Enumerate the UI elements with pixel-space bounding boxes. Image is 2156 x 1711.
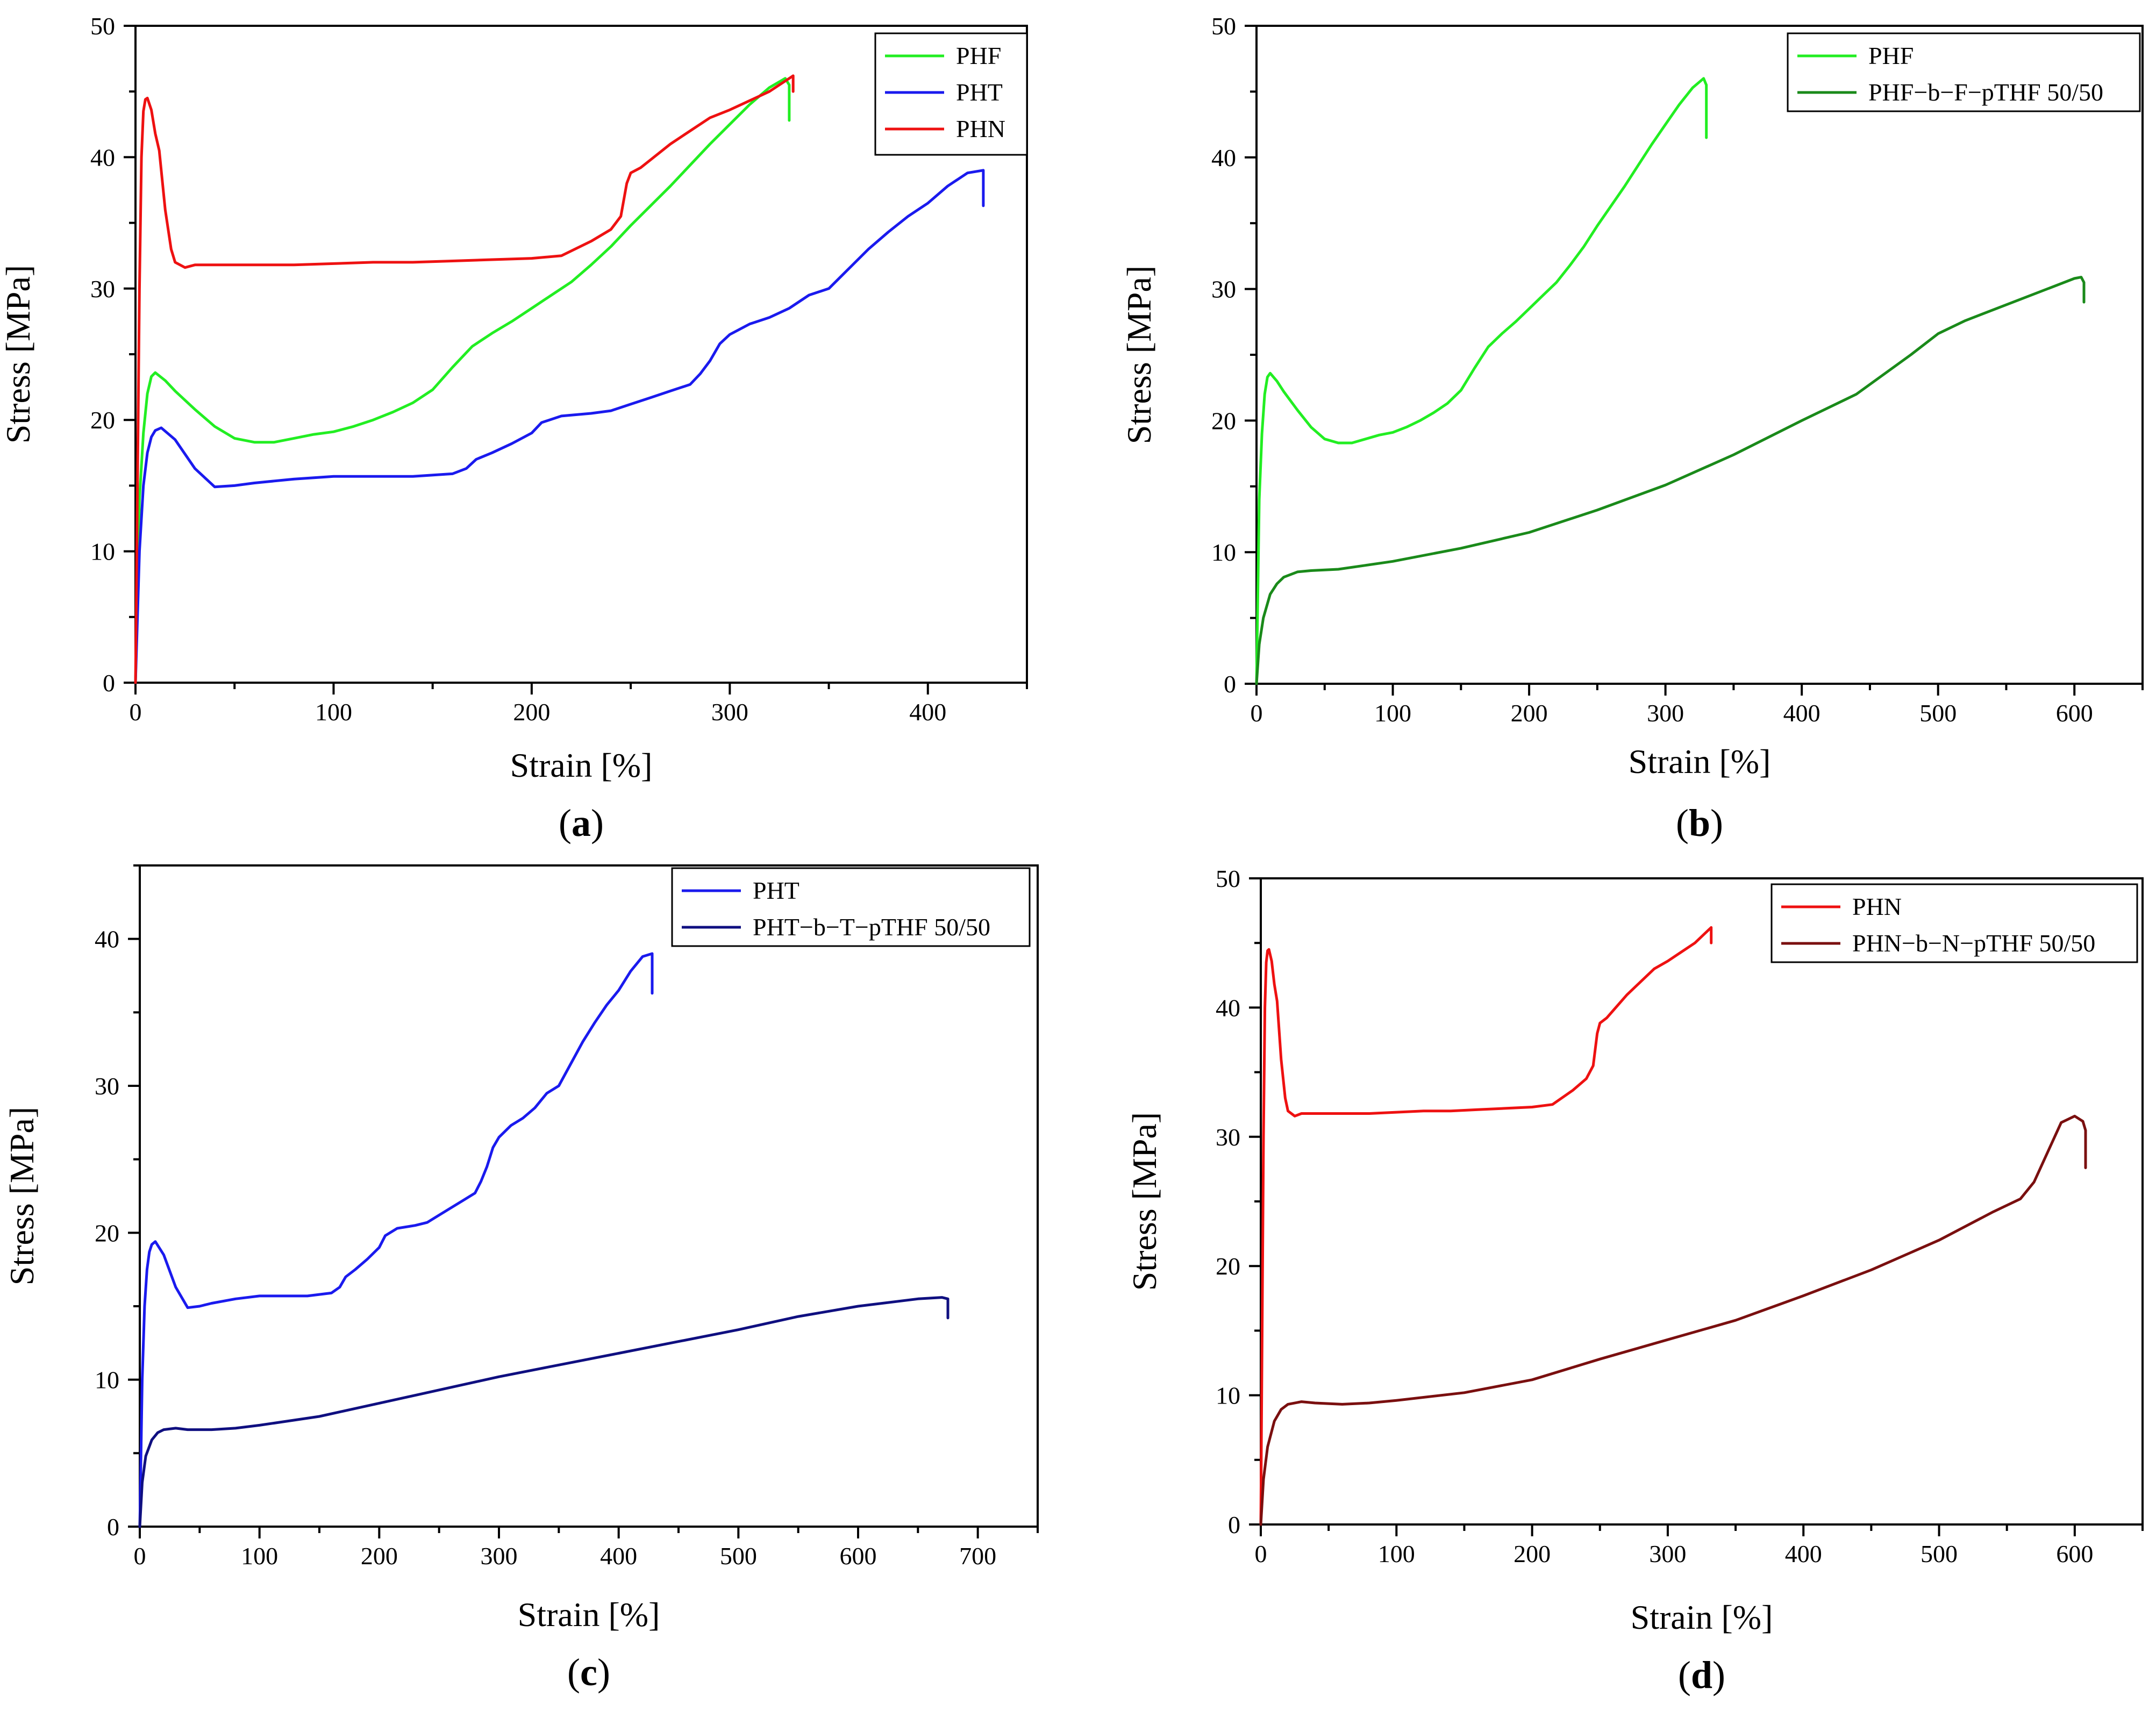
x-tick-label: 200: [361, 1542, 398, 1570]
x-tick-label: 400: [600, 1542, 637, 1570]
x-axis-label: Strain [%]: [510, 746, 653, 784]
x-tick-label: 500: [720, 1542, 757, 1570]
x-tick-label: 500: [1921, 1540, 1958, 1567]
legend-label: PHF: [1868, 42, 1914, 69]
y-tick-label: 50: [1216, 865, 1240, 892]
chart-panel-a: 0 100 200 300 400 0 10 20 30 40 50 Strain [%] Stress…: [0, 12, 1028, 844]
y-axis-label: Stress [MPa]: [0, 265, 37, 443]
legend-box: [1787, 32, 2141, 112]
y-tick-label: 40: [1211, 144, 1236, 171]
y-tick-label: 0: [103, 669, 115, 697]
y-tick-label: 30: [1211, 276, 1236, 303]
y-axis-label: Stress [MPa]: [3, 1107, 41, 1285]
legend-label: PHN−b−N−pTHF 50/50: [1852, 929, 2095, 957]
panel-label: (b): [1676, 801, 1723, 844]
x-tick-label: 500: [1919, 699, 1957, 727]
y-tick-label: 20: [90, 406, 115, 434]
legend-label: PHT: [956, 78, 1003, 106]
x-axis-label: Strain [%]: [518, 1595, 660, 1634]
series-line-1: [1259, 1114, 2087, 1526]
y-tick-label: 40: [95, 926, 119, 953]
series-line-2: [134, 74, 795, 684]
y-tick-label: 10: [95, 1366, 119, 1394]
x-tick-label: 0: [1255, 1540, 1267, 1567]
x-tick-label: 400: [909, 698, 946, 726]
legend-box: [1771, 883, 2138, 963]
legend-box: [671, 867, 1031, 947]
legend-label: PHF: [956, 42, 1001, 69]
x-tick-label: 400: [1783, 699, 1821, 727]
series-line-0: [134, 77, 791, 684]
x-tick-label: 300: [481, 1542, 518, 1570]
x-tick-label: 200: [513, 698, 550, 726]
series-line-1: [1255, 276, 2086, 685]
plot-frame: [139, 864, 1039, 1528]
legend-label: PHN: [1852, 893, 1902, 920]
y-tick-label: 50: [90, 12, 115, 40]
y-tick-label: 20: [95, 1219, 119, 1247]
panel-label: (a): [559, 801, 604, 844]
y-tick-label: 30: [1216, 1123, 1240, 1151]
legend-box: [874, 32, 1028, 156]
x-tick-label: 100: [241, 1542, 278, 1570]
x-tick-label: 0: [130, 698, 142, 726]
x-tick-label: 300: [1647, 699, 1684, 727]
x-tick-label: 400: [1785, 1540, 1822, 1567]
chart-panel-d: 0 100 200 300 400 500 600 0 10 20 30 40 50 Strain [%]…: [1125, 865, 2144, 1696]
series-line-0: [1255, 77, 1708, 685]
x-tick-label: 100: [1378, 1540, 1415, 1567]
legend-label: PHF−b−F−pTHF 50/50: [1868, 78, 2103, 106]
x-tick-label: 100: [1374, 699, 1411, 727]
y-tick-label: 30: [90, 275, 115, 303]
series-line-1: [134, 169, 985, 684]
y-tick-label: 0: [107, 1513, 119, 1541]
panel-label: (c): [567, 1651, 610, 1694]
plot-frame: [1255, 25, 2144, 685]
x-tick-label: 300: [711, 698, 748, 726]
x-tick-label: 200: [1514, 1540, 1551, 1567]
x-axis-label: Strain [%]: [1629, 742, 1771, 781]
series-line-0: [138, 952, 654, 1528]
x-tick-label: 700: [959, 1542, 996, 1570]
y-tick-label: 10: [1216, 1382, 1240, 1409]
y-tick-label: 20: [1211, 407, 1236, 434]
x-tick-label: 600: [840, 1542, 877, 1570]
y-tick-label: 50: [1211, 12, 1236, 40]
chart-panel-c: 0 100 200 300 400 500 600 700 0 10 20 30 40 Strain [%…: [3, 864, 1039, 1694]
x-tick-label: 0: [134, 1542, 146, 1570]
x-tick-label: 600: [2056, 1540, 2093, 1567]
x-tick-label: 200: [1511, 699, 1548, 727]
y-tick-label: 20: [1216, 1252, 1240, 1280]
x-axis-label: Strain [%]: [1631, 1598, 1773, 1636]
y-tick-label: 10: [90, 538, 115, 565]
x-tick-label: 100: [315, 698, 352, 726]
y-axis-label: Stress [MPa]: [1125, 1112, 1163, 1291]
y-tick-label: 40: [1216, 994, 1240, 1021]
x-tick-label: 300: [1649, 1540, 1686, 1567]
y-tick-label: 40: [90, 144, 115, 171]
y-tick-label: 30: [95, 1072, 119, 1100]
y-tick-label: 0: [1228, 1511, 1240, 1538]
panel-label: (d): [1678, 1653, 1725, 1696]
series-line-0: [1259, 926, 1713, 1526]
x-tick-label: 0: [1251, 699, 1263, 727]
legend-label: PHT: [753, 877, 799, 904]
plot-frame: [1260, 877, 2144, 1526]
legend-label: PHT−b−T−pTHF 50/50: [753, 913, 990, 941]
x-tick-label: 600: [2056, 699, 2093, 727]
y-tick-label: 10: [1211, 539, 1236, 566]
legend-label: PHN: [956, 115, 1005, 142]
y-axis-label: Stress [MPa]: [1120, 266, 1158, 444]
y-tick-label: 0: [1224, 670, 1236, 698]
series-line-1: [138, 1296, 950, 1528]
chart-panel-b: 0 100 200 300 400 500 600 0 10 20 30 40 50 Strain [%]…: [1120, 12, 2144, 844]
